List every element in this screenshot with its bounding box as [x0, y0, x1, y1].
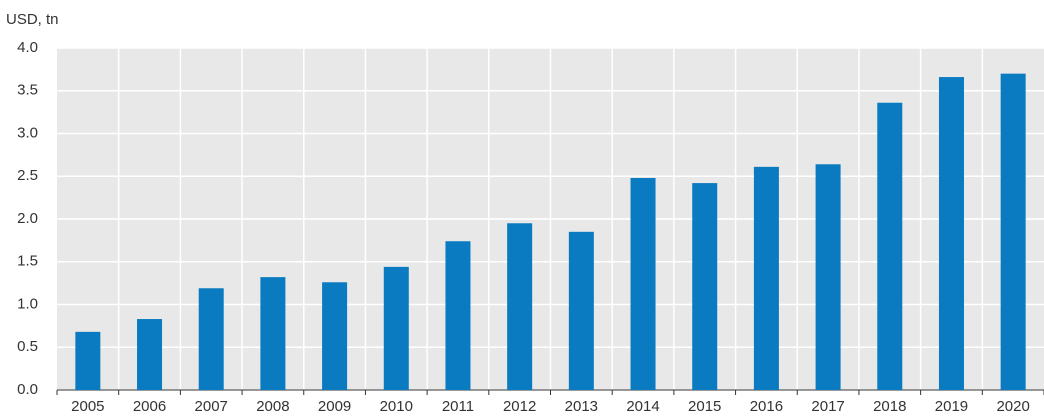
bar [1000, 73, 1026, 391]
bar [137, 319, 163, 390]
y-tick-label: 1.0 [17, 295, 38, 312]
bar [507, 223, 533, 390]
y-tick-label: 0.0 [17, 381, 38, 398]
y-tick-label: 2.0 [17, 210, 38, 227]
bar [630, 177, 656, 390]
bar [198, 288, 224, 390]
x-tick-label: 2014 [626, 398, 659, 415]
x-tick-label: 2016 [750, 398, 783, 415]
x-tick-label: 2010 [380, 398, 413, 415]
y-axis-label: USD, tn [6, 11, 59, 28]
bar [75, 331, 101, 390]
y-tick-label: 3.0 [17, 124, 38, 141]
bar [938, 77, 964, 390]
x-tick-label: 2020 [996, 398, 1029, 415]
bar [445, 241, 471, 390]
x-tick-label: 2015 [688, 398, 721, 415]
y-tick-label: 0.5 [17, 338, 38, 355]
bar [692, 183, 718, 390]
x-tick-label: 2005 [71, 398, 104, 415]
x-tick-label: 2013 [565, 398, 598, 415]
bar [260, 277, 286, 390]
bar [383, 266, 409, 390]
x-tick-label: 2019 [935, 398, 968, 415]
x-tick-label: 2007 [195, 398, 228, 415]
bar [568, 231, 594, 390]
bar [877, 102, 903, 390]
y-tick-label: 2.5 [17, 167, 38, 184]
bar [753, 166, 779, 390]
bar [322, 282, 348, 390]
x-tick-label: 2012 [503, 398, 536, 415]
y-tick-label: 1.5 [17, 253, 38, 270]
bar [815, 164, 841, 390]
x-tick-label: 2011 [442, 398, 474, 415]
x-tick-label: 2006 [133, 398, 166, 415]
x-tick-label: 2017 [811, 398, 844, 415]
x-tick-label: 2018 [873, 398, 906, 415]
y-tick-label: 4.0 [17, 39, 38, 56]
y-tick-label: 3.5 [17, 82, 38, 99]
x-tick-label: 2008 [256, 398, 289, 415]
x-tick-label: 2009 [318, 398, 351, 415]
